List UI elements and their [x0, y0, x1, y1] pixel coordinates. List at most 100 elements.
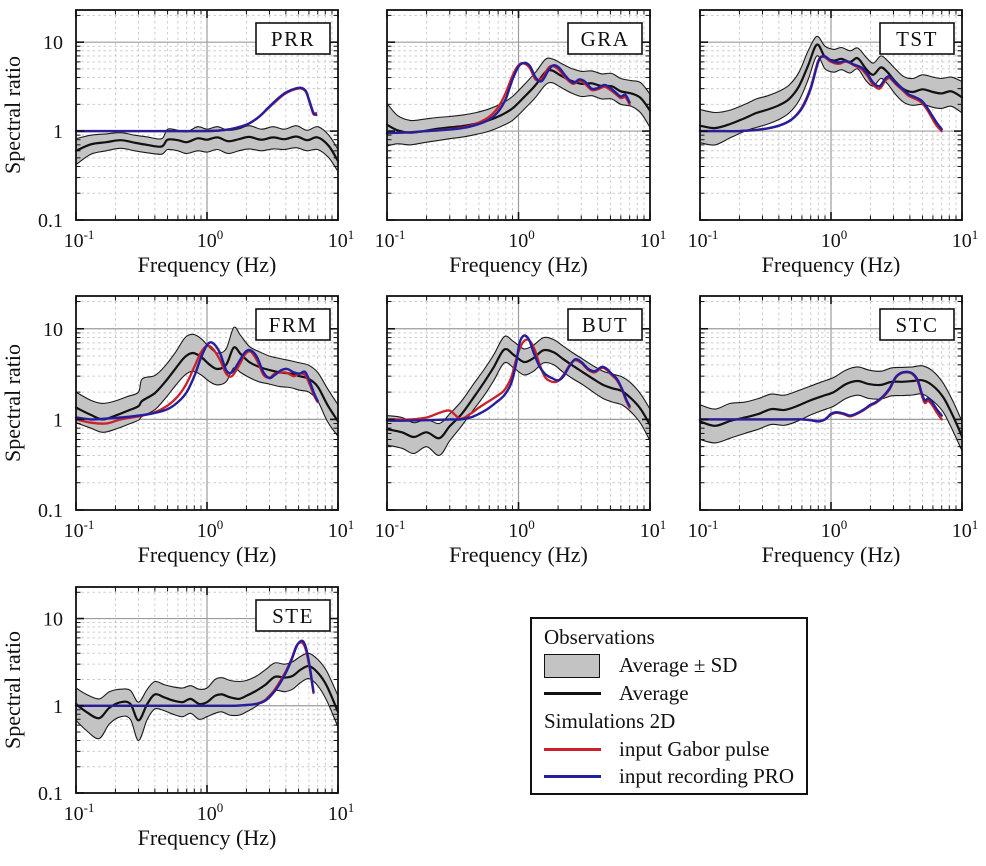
- x-axis-title: Frequency (Hz): [138, 252, 277, 277]
- station-label: STE: [272, 604, 314, 628]
- x-axis-title: Frequency (Hz): [762, 542, 901, 567]
- x-axis-title: Frequency (Hz): [449, 252, 588, 277]
- x-tick-label: 101: [952, 227, 979, 252]
- y-tick-label: 1: [53, 121, 63, 143]
- sd-band-edge-upper: [75, 652, 339, 703]
- recording-pro-line: [698, 370, 943, 423]
- sd-band-edge-upper: [699, 365, 963, 422]
- sd-band-edge-upper: [699, 35, 963, 114]
- sd-band-edge-lower: [699, 55, 963, 146]
- x-tick-label: 100: [197, 800, 224, 825]
- station-label: TST: [896, 27, 938, 51]
- x-tick-label: 101: [952, 517, 979, 542]
- gabor-line-swatch: [544, 747, 601, 751]
- y-tick-label: 0.1: [38, 783, 63, 805]
- tick-marks: [75, 587, 339, 794]
- station-label-box: [567, 308, 643, 341]
- tick-marks: [699, 10, 963, 221]
- y-axis-title: Spectral ratio: [0, 56, 25, 174]
- x-tick-label: 101: [328, 800, 355, 825]
- sd-band-edge-lower: [699, 393, 963, 452]
- x-axis-title: Frequency (Hz): [138, 825, 277, 850]
- legend-label-gabor: input Gabor pulse: [619, 736, 770, 761]
- panel-BUT: BUT 10-1 100 101 Frequency (Hz): [375, 295, 666, 567]
- panel-STC: STC 10-1 100 101 Frequency (Hz): [688, 295, 979, 567]
- recording-pro-line: [698, 54, 943, 133]
- average-line: [385, 69, 652, 134]
- x-axis-title: Frequency (Hz): [449, 542, 588, 567]
- average-line: [385, 347, 652, 440]
- x-tick-label: 100: [197, 227, 224, 252]
- recording-pro-line: [385, 334, 631, 422]
- sd-band-edge-upper: [75, 125, 339, 150]
- station-label-box: [255, 308, 331, 341]
- y-tick-label: 0.1: [38, 500, 63, 522]
- tick-marks: [386, 296, 651, 511]
- sd-band-area: [76, 327, 338, 437]
- tick-marks: [75, 296, 339, 511]
- gabor-pulse-line: [385, 62, 631, 135]
- y-tick-label: 10: [43, 32, 63, 54]
- tick-marks: [75, 10, 339, 221]
- legend-label-average-sd: Average ± SD: [619, 653, 738, 678]
- x-tick-label: 101: [328, 517, 355, 542]
- y-axis-title: Spectral ratio: [0, 631, 25, 749]
- x-tick-label: 100: [197, 517, 224, 542]
- recording-pro-line: [385, 61, 631, 135]
- x-tick-label: 100: [508, 517, 535, 542]
- y-axis-title: Spectral ratio: [0, 344, 25, 462]
- average-line-swatch: [544, 691, 601, 695]
- band-swatch: [544, 653, 600, 678]
- y-tick-label: 10: [43, 319, 63, 341]
- legend-label-pro: input recording PRO: [619, 764, 794, 789]
- x-tick-label: 101: [328, 227, 355, 252]
- legend-section-simulations: Simulations 2D: [544, 708, 676, 733]
- y-tick-label: 0.1: [38, 210, 63, 232]
- legend-row-observations: Observations: [532, 624, 806, 652]
- station-label-box: [567, 22, 643, 55]
- station-label: GRA: [581, 27, 630, 51]
- station-label: BUT: [582, 313, 629, 337]
- x-tick-label: 10-1: [375, 517, 406, 542]
- sd-band-edge-lower: [75, 367, 339, 437]
- sd-band-edge-lower: [386, 81, 651, 147]
- tick-marks: [699, 296, 963, 511]
- x-tick-label: 100: [821, 227, 848, 252]
- legend-row-simulations: Simulations 2D: [532, 707, 806, 735]
- recording-pro-line: [74, 341, 319, 421]
- pro-line-swatch: [544, 775, 601, 779]
- panel-GRA: GRA 10-1 100 101 Frequency (Hz): [375, 9, 666, 277]
- station-label: PRR: [271, 27, 315, 51]
- legend-box: Observations Average ± SD Average Simula…: [530, 617, 808, 795]
- sd-band-area: [700, 36, 962, 146]
- sd-band-area: [700, 365, 962, 451]
- station-label-box: [255, 599, 331, 632]
- panel-TST: TST 10-1 100 101 Frequency (Hz): [688, 9, 979, 277]
- legend-row-average: Average: [532, 680, 806, 708]
- x-axis-title: Frequency (Hz): [138, 542, 277, 567]
- y-tick-label: 10: [43, 609, 63, 631]
- y-tick-label: 1: [53, 409, 63, 431]
- legend-row-pro: input recording PRO: [532, 763, 806, 791]
- x-tick-label: 10-1: [64, 517, 95, 542]
- station-label-box: [879, 22, 955, 55]
- legend-section-observations: Observations: [544, 625, 655, 650]
- x-tick-label: 10-1: [375, 227, 406, 252]
- x-tick-label: 10-1: [64, 227, 95, 252]
- recording-pro-line: [74, 639, 315, 708]
- station-label: STC: [895, 313, 938, 337]
- x-tick-label: 100: [508, 227, 535, 252]
- average-line: [74, 135, 340, 163]
- average-line: [698, 378, 964, 438]
- station-label-box: [255, 22, 331, 55]
- sd-band-edge-upper: [386, 57, 651, 122]
- sd-band-edge-lower: [386, 361, 651, 456]
- station-label-box: [879, 308, 955, 341]
- station-label: FRM: [269, 313, 318, 337]
- x-tick-label: 100: [821, 517, 848, 542]
